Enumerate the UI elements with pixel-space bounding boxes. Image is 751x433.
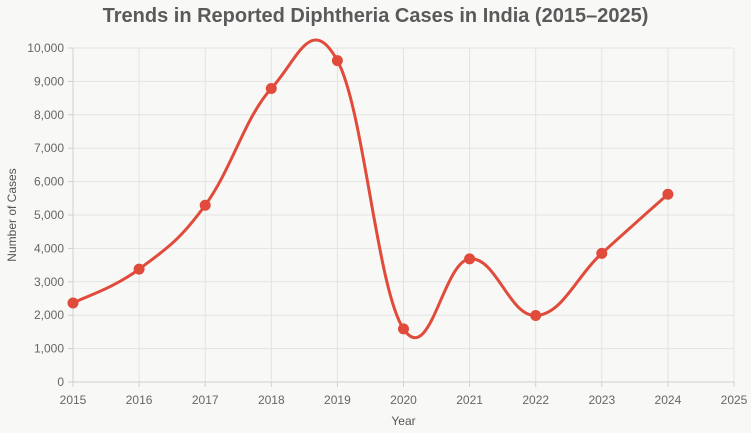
x-tick-label: 2020 (390, 393, 417, 407)
x-tick-label: 2019 (324, 393, 351, 407)
x-tick-label: 2016 (126, 393, 153, 407)
data-point[interactable] (464, 253, 476, 265)
x-tick-label: 2024 (655, 393, 682, 407)
data-point[interactable] (133, 263, 145, 275)
y-axis-title: Number of Cases (5, 168, 19, 261)
y-tick-label: 2,000 (34, 308, 64, 322)
y-axis-ticks: 0 1,000 2,000 3,000 4,000 5,000 6,000 7,000 8,00… (27, 41, 73, 389)
data-point[interactable] (67, 297, 79, 309)
y-tick-label: 9,000 (34, 74, 64, 88)
y-tick-label: 10,000 (27, 41, 64, 55)
y-tick-label: 1,000 (34, 342, 64, 356)
y-tick-label: 8,000 (34, 108, 64, 122)
data-points (67, 55, 674, 335)
y-tick-label: 5,000 (34, 208, 64, 222)
grid-lines (73, 47, 735, 382)
y-tick-label: 6,000 (34, 175, 64, 189)
data-point[interactable] (331, 55, 343, 67)
y-tick-label: 7,000 (34, 141, 64, 155)
x-tick-label: 2017 (192, 393, 219, 407)
series-lines (71, 38, 670, 340)
x-tick-label: 2015 (60, 393, 87, 407)
x-tick-label: 2022 (522, 393, 549, 407)
data-point[interactable] (265, 82, 277, 94)
x-tick-label: 2018 (258, 393, 285, 407)
x-tick-label: 2023 (588, 393, 615, 407)
x-tick-label: 2021 (456, 393, 483, 407)
x-axis-title: Year (391, 414, 415, 428)
y-tick-label: 4,000 (34, 241, 64, 255)
data-point[interactable] (398, 323, 409, 335)
chart-title: Trends in Reported Diphtheria Cases in I… (102, 5, 649, 27)
x-axis-ticks: 2015 2016 2017 2018 2019 2020 2021 2022 2023 2024… (60, 382, 748, 407)
data-point[interactable] (199, 199, 211, 211)
y-tick-label: 3,000 (34, 275, 64, 289)
series-line (71, 38, 670, 340)
x-tick-label: 2025 (721, 393, 748, 407)
data-point[interactable] (596, 247, 608, 259)
data-point[interactable] (530, 310, 542, 322)
y-tick-label: 0 (57, 375, 64, 389)
data-point[interactable] (662, 188, 674, 200)
